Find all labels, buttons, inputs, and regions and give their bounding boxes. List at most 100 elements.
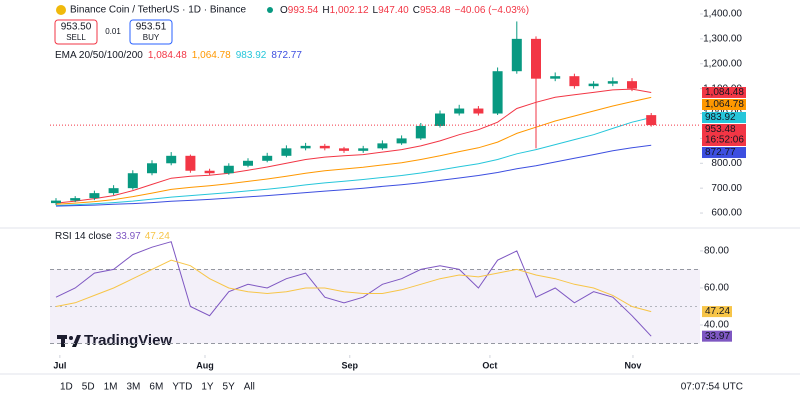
rsi-value: 33.97 bbox=[116, 231, 141, 242]
candle-body bbox=[396, 138, 407, 144]
y-tick-label: 700.00 bbox=[711, 183, 742, 194]
range-button[interactable]: 5D bbox=[82, 382, 95, 393]
ema-line bbox=[55, 88, 652, 204]
candle-body bbox=[454, 108, 465, 114]
y-tick-label: 1,200.00 bbox=[703, 58, 742, 69]
buy-button[interactable] bbox=[129, 19, 173, 45]
change: −40.06 (−4.03%) bbox=[455, 5, 530, 16]
rsi-line bbox=[55, 259, 652, 313]
ema-value: 872.77 bbox=[271, 50, 302, 61]
ema-title: EMA 20/50/100/200 bbox=[55, 50, 143, 61]
range-button[interactable]: 5Y bbox=[223, 382, 236, 393]
candle-body bbox=[358, 148, 369, 151]
price-tag-label: 1,064.78 bbox=[705, 99, 744, 110]
logo-dot bbox=[69, 336, 73, 340]
rsi-tick-label: 40.00 bbox=[704, 320, 729, 331]
ohlc-value: 1,002.12 bbox=[330, 5, 369, 16]
price-tag-label: 1,084.48 bbox=[705, 87, 744, 98]
rsi-tag bbox=[702, 330, 732, 342]
ohlc-prefix: H bbox=[322, 5, 329, 16]
ema-value: 1,084.48 bbox=[148, 50, 187, 61]
candle-body bbox=[300, 145, 311, 149]
y-tick-label: 1,300.00 bbox=[703, 34, 742, 45]
price-tag-label: 983.92 bbox=[705, 112, 736, 123]
ema-line bbox=[55, 144, 652, 207]
ohlc-value: 947.40 bbox=[378, 5, 409, 16]
x-tick-label: Nov bbox=[624, 360, 641, 370]
rsi-tick-label: 60.00 bbox=[704, 283, 729, 294]
x-tick-label: Oct bbox=[482, 360, 497, 370]
title: Binance Coin / TetherUS · 1D · Binance bbox=[70, 5, 246, 16]
ohlc: O993.54 H1,002.12 L947.40 C953.48 −40.06 (−4… bbox=[280, 5, 529, 16]
brand: TradingView bbox=[84, 332, 172, 349]
candle-body bbox=[415, 125, 426, 139]
rsi-tick-label: 80.00 bbox=[704, 246, 729, 257]
range-button[interactable]: YTD bbox=[172, 382, 192, 393]
candle-body bbox=[166, 155, 177, 164]
rsi-tag bbox=[702, 306, 732, 318]
candle-body bbox=[281, 148, 292, 156]
candle-body bbox=[588, 83, 599, 87]
candle-body bbox=[646, 115, 657, 126]
candle-body bbox=[531, 38, 541, 79]
candle-body bbox=[70, 198, 81, 201]
price-tag bbox=[702, 98, 746, 110]
candle-body bbox=[492, 71, 503, 114]
sell-button[interactable] bbox=[54, 19, 98, 45]
price-tag bbox=[702, 112, 746, 124]
range-button[interactable]: 6M bbox=[149, 382, 163, 393]
x-tick-label: Sep bbox=[342, 360, 359, 370]
price-tag bbox=[702, 86, 746, 98]
y-tick-label: 600.00 bbox=[711, 208, 742, 219]
x-tick-label: Aug bbox=[196, 360, 214, 370]
sell-label: SELL bbox=[66, 33, 86, 42]
rsi-value: 47.24 bbox=[145, 231, 170, 242]
clock: 07:07:54 UTC bbox=[681, 382, 743, 393]
candle-body bbox=[339, 148, 349, 151]
candle-body bbox=[89, 193, 100, 199]
range-button[interactable]: 3M bbox=[127, 382, 141, 393]
rsi-tag-label: 33.97 bbox=[705, 331, 730, 342]
candle-body bbox=[108, 188, 119, 194]
x-tick-label: Jul bbox=[53, 360, 66, 370]
candle-body bbox=[627, 81, 637, 89]
range-button[interactable]: 1Y bbox=[201, 382, 214, 393]
status-dot bbox=[267, 7, 273, 13]
ohlc-value: 953.48 bbox=[420, 5, 451, 16]
ema-legend: EMA 20/50/100/200 1,084.48 1,064.78 983.92 8… bbox=[55, 50, 302, 61]
ohlc-prefix: O bbox=[280, 5, 288, 16]
candle-body bbox=[607, 81, 618, 84]
range-button[interactable]: All bbox=[244, 382, 255, 393]
candle-body bbox=[147, 163, 157, 174]
range-button[interactable]: 1D bbox=[60, 382, 73, 393]
price-tag bbox=[702, 147, 746, 159]
ohlc-value: 993.54 bbox=[288, 5, 319, 16]
ema-line bbox=[55, 96, 652, 205]
ema-value: 983.92 bbox=[236, 50, 267, 61]
buy-label: BUY bbox=[143, 33, 160, 42]
buy-price: 953.51 bbox=[136, 22, 167, 33]
ema-line bbox=[55, 117, 652, 207]
ohlc-prefix: L bbox=[373, 5, 379, 16]
ohlc-prefix: C bbox=[413, 5, 420, 16]
candle-body bbox=[319, 145, 330, 149]
candle-body bbox=[435, 113, 445, 126]
rsi-line bbox=[55, 241, 652, 337]
candle-body bbox=[51, 200, 61, 204]
price-tag-label: 953.48 bbox=[705, 124, 736, 135]
candle-body bbox=[473, 108, 484, 114]
candle-body bbox=[185, 155, 196, 171]
rsi-title: RSI 14 close bbox=[55, 231, 112, 242]
rsi-legend: RSI 14 close 33.97 47.24 bbox=[55, 231, 170, 242]
y-tick-label: 1,400.00 bbox=[703, 9, 742, 20]
candle-body bbox=[204, 170, 215, 174]
range-button[interactable]: 1M bbox=[104, 382, 118, 393]
rsi-tag-label: 47.24 bbox=[705, 306, 730, 317]
sell-price: 953.50 bbox=[61, 22, 92, 33]
candle-body bbox=[262, 155, 273, 161]
candle-body bbox=[569, 76, 580, 87]
candle-body bbox=[127, 173, 138, 189]
symbol-icon bbox=[56, 5, 66, 15]
spread: 0.01 bbox=[105, 27, 121, 36]
